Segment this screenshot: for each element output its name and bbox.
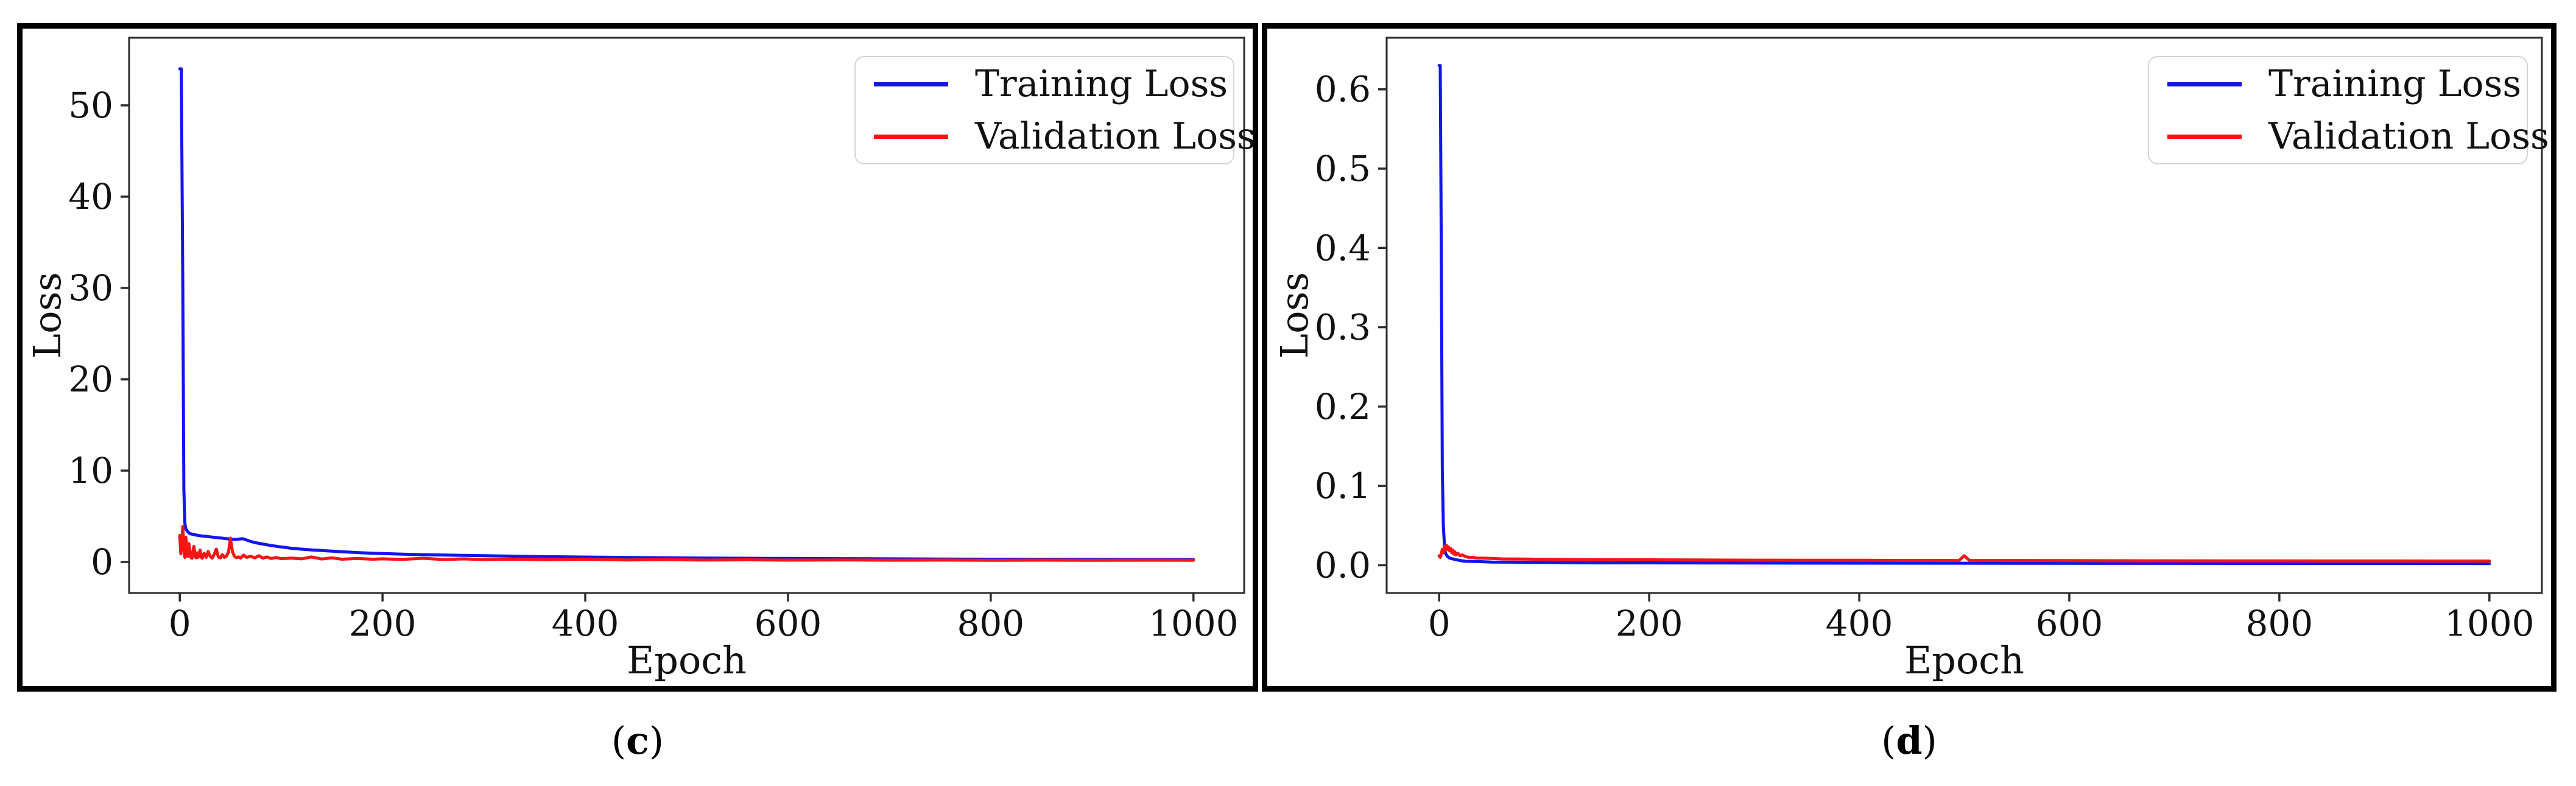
caption-letter: c (626, 718, 649, 763)
training-loss-line (178, 67, 1195, 561)
x-tick-label: 1000 (2444, 603, 2535, 644)
caption-close-paren: ) (1922, 718, 1937, 763)
y-tick-label: 0 (91, 541, 113, 583)
x-tick-label: 800 (957, 603, 1025, 644)
legend-item-training-loss: Training Loss (874, 66, 1228, 102)
y-tick-label: 0.1 (1315, 465, 1371, 507)
validation-loss-line-sample (874, 134, 948, 139)
caption-letter: d (1896, 718, 1923, 763)
x-tick-label: 0 (169, 603, 191, 644)
y-axis-label: Loss (1272, 272, 1317, 359)
x-tick-label: 1000 (1149, 603, 1239, 644)
x-tick-label: 600 (755, 603, 822, 644)
legend-label-training-loss: Training Loss (2268, 63, 2522, 105)
y-tick-label: 40 (68, 176, 113, 217)
axes-frame (128, 37, 1245, 594)
y-tick-label: 0.0 (1315, 544, 1371, 586)
y-tick-label: 50 (68, 85, 113, 126)
legend-label-validation-loss: Validation Loss (975, 115, 1256, 158)
x-axis-label: Epoch (1904, 638, 2024, 682)
validation-loss-line-sample (2167, 134, 2242, 139)
training-loss-line (1437, 64, 2491, 566)
y-tick-label: 0.5 (1315, 148, 1371, 189)
legend-label-validation-loss: Validation Loss (2268, 115, 2549, 158)
validation-loss-line (1437, 544, 2491, 563)
y-tick-label: 20 (68, 359, 113, 400)
y-tick-label: 0.4 (1315, 227, 1371, 268)
loss-chart-c: 0 200 400 600 800 1000 0 10 20 30 40 50 Epoch Loss (25, 37, 1245, 682)
loss-chart-d: 0 200 400 600 800 1000 0.0 0.1 0.2 0.3 0.4 0.5 0.6 Ep… (1272, 37, 2543, 682)
y-tick-label: 0.2 (1315, 386, 1371, 427)
axes-frame (1385, 37, 2543, 594)
y-tick-label: 0.3 (1315, 307, 1371, 348)
x-tick-label: 200 (1616, 603, 1683, 644)
legend-d: Training Loss Validation Loss (2148, 56, 2549, 164)
x-tick-label: 600 (2036, 603, 2103, 644)
x-tick-label: 800 (2246, 603, 2314, 644)
training-loss-line-sample (874, 82, 948, 86)
caption-d: (d) (1262, 714, 2557, 768)
panel-c: 0 200 400 600 800 1000 0 10 20 30 40 50 Epoch Loss Tr… (17, 23, 1258, 692)
x-tick-label: 400 (1826, 603, 1893, 644)
validation-loss-line (178, 525, 1195, 562)
training-loss-line-sample (2167, 82, 2242, 86)
legend-label-training-loss: Training Loss (975, 63, 1228, 105)
y-tick-label: 0.6 (1315, 69, 1371, 110)
legend-c: Training Loss Validation Loss (854, 56, 1256, 164)
x-tick-label: 200 (349, 603, 417, 644)
legend-item-validation-loss: Validation Loss (874, 118, 1256, 155)
panel-d: 0 200 400 600 800 1000 0.0 0.1 0.2 0.3 0.4 0.5 0.6 Ep… (1262, 23, 2557, 692)
caption-c: (c) (17, 714, 1258, 768)
caption-close-paren: ) (649, 718, 664, 763)
caption-open-paren: ( (1881, 718, 1896, 763)
x-tick-label: 0 (1428, 603, 1451, 644)
legend-item-validation-loss: Validation Loss (2167, 118, 2549, 155)
x-axis-label: Epoch (627, 638, 747, 682)
legend-item-training-loss: Training Loss (2167, 66, 2521, 102)
caption-open-paren: ( (611, 718, 627, 763)
y-tick-label: 30 (68, 267, 113, 309)
y-axis-label: Loss (25, 272, 69, 359)
y-tick-label: 10 (68, 450, 113, 491)
x-tick-label: 400 (552, 603, 619, 644)
